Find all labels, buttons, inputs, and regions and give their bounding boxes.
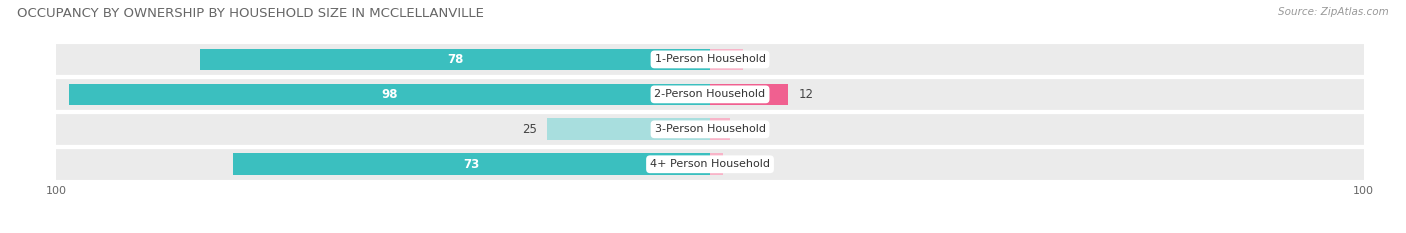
Text: 3-Person Household: 3-Person Household <box>655 124 765 134</box>
Bar <box>56 147 1364 181</box>
Text: 98: 98 <box>381 88 398 101</box>
Bar <box>710 118 730 140</box>
Text: 4+ Person Household: 4+ Person Household <box>650 159 770 169</box>
Text: 12: 12 <box>799 88 813 101</box>
Text: OCCUPANCY BY OWNERSHIP BY HOUSEHOLD SIZE IN MCCLELLANVILLE: OCCUPANCY BY OWNERSHIP BY HOUSEHOLD SIZE… <box>17 7 484 20</box>
Bar <box>56 43 1364 76</box>
Text: Source: ZipAtlas.com: Source: ZipAtlas.com <box>1278 7 1389 17</box>
Bar <box>56 78 1364 111</box>
Bar <box>200 49 710 70</box>
Bar <box>547 118 710 140</box>
Bar <box>233 154 710 175</box>
Bar <box>710 49 742 70</box>
Text: 2-Person Household: 2-Person Household <box>654 89 766 99</box>
Text: 78: 78 <box>447 53 463 66</box>
Bar <box>710 84 789 105</box>
Text: 1-Person Household: 1-Person Household <box>655 55 765 64</box>
Bar <box>69 84 710 105</box>
Text: 0: 0 <box>720 158 727 171</box>
Text: 73: 73 <box>463 158 479 171</box>
Text: 25: 25 <box>522 123 537 136</box>
Bar <box>710 154 723 175</box>
Text: 5: 5 <box>752 53 759 66</box>
Bar <box>56 113 1364 146</box>
Text: 3: 3 <box>740 123 747 136</box>
